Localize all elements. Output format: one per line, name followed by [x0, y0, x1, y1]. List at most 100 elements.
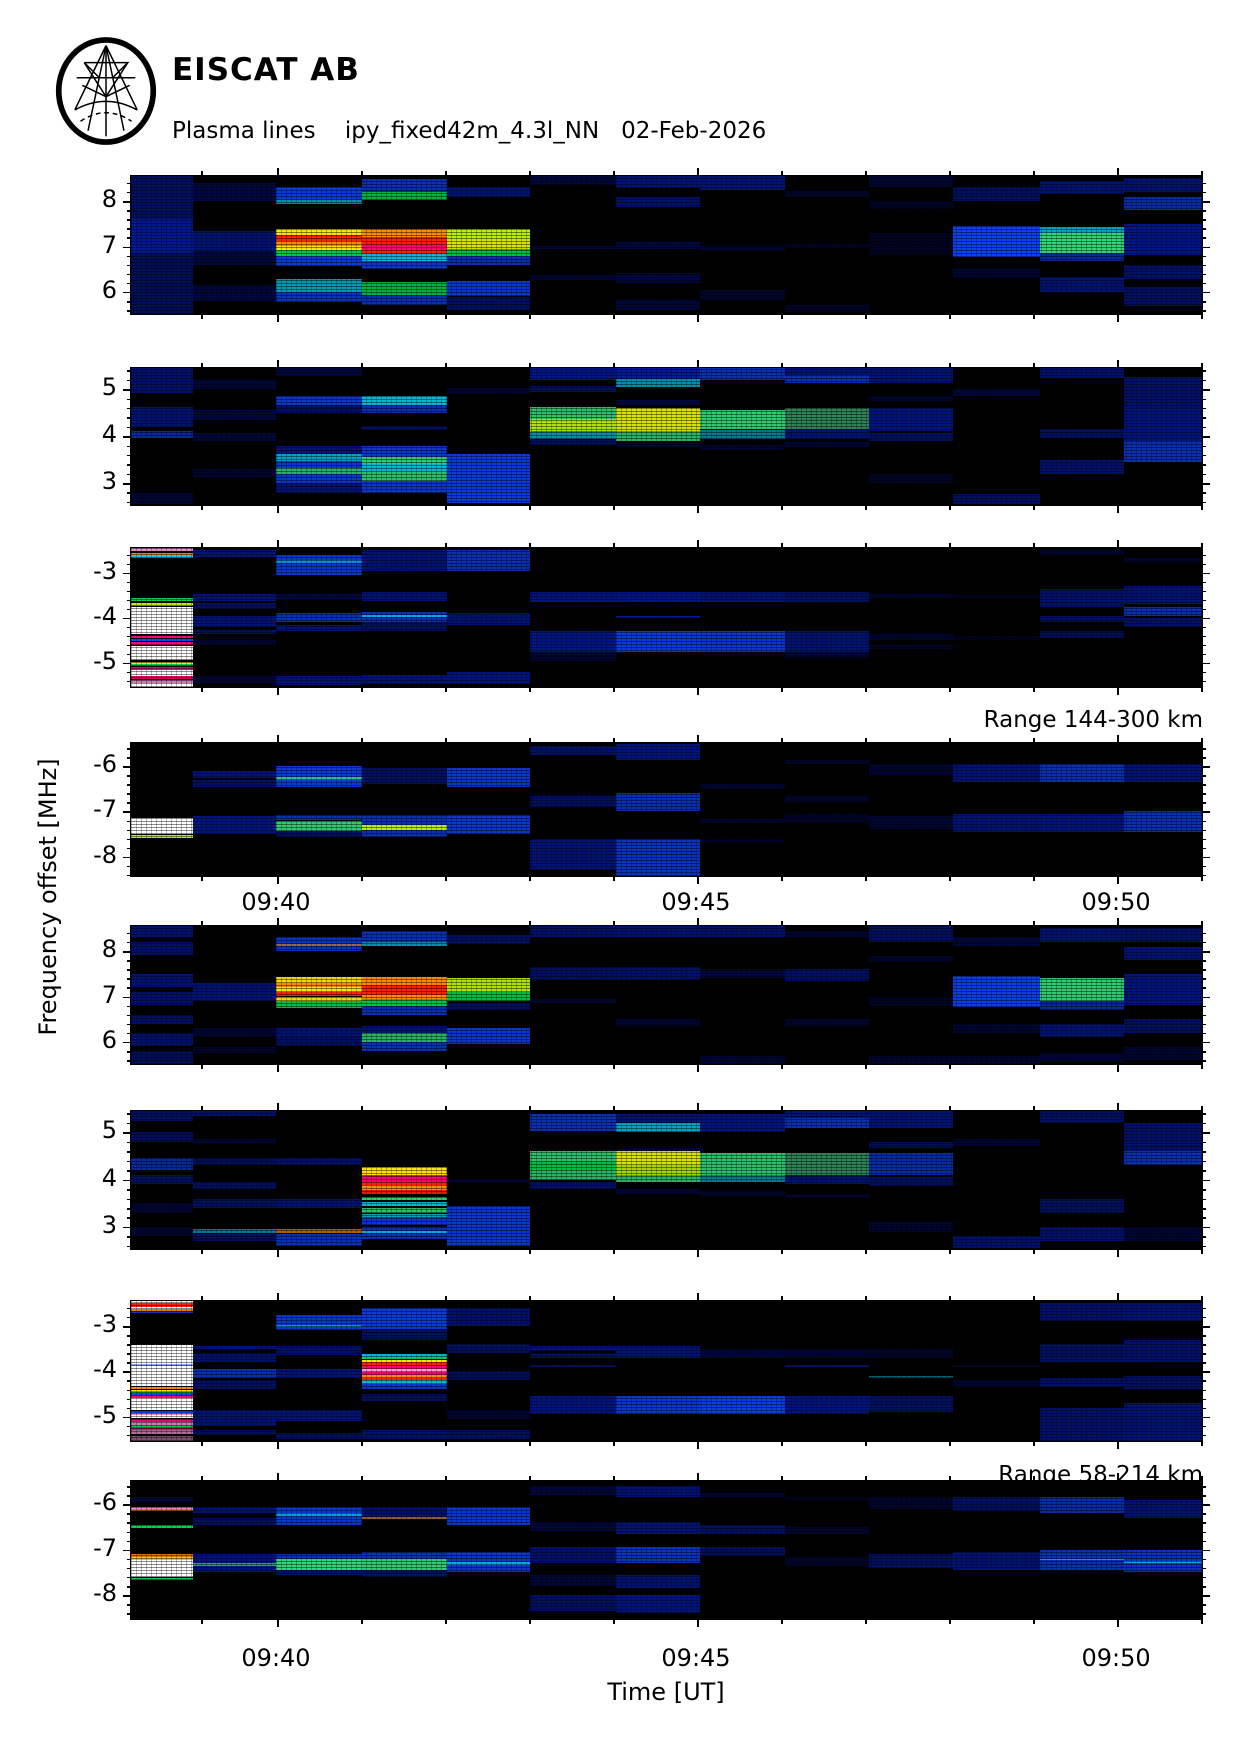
x-tick	[613, 687, 615, 692]
y-tick	[127, 282, 131, 285]
y-tick	[123, 246, 131, 249]
spectral-band	[193, 1111, 276, 1116]
spectral-band	[276, 200, 363, 204]
spectral-band	[869, 593, 953, 598]
spectral-band	[131, 607, 193, 634]
y-tick-label: -4	[93, 1355, 117, 1384]
spectral-band	[1124, 1549, 1202, 1573]
spectral-band	[276, 187, 363, 201]
y-tick-label: -5	[93, 646, 117, 675]
x-tick	[277, 168, 279, 176]
x-tick	[613, 876, 615, 881]
y-tick	[1202, 1051, 1206, 1053]
x-tick	[361, 543, 363, 548]
spectral-band	[276, 245, 363, 250]
spectral-band	[193, 982, 276, 1001]
spectral-band	[362, 941, 447, 947]
y-tick	[123, 1504, 131, 1506]
y-tick	[127, 563, 131, 566]
y-tick	[127, 635, 131, 638]
x-tick	[781, 1249, 783, 1254]
spectral-band	[1124, 928, 1202, 942]
spectral-band	[362, 550, 447, 571]
spectral-band	[131, 683, 193, 687]
x-tick	[949, 1441, 951, 1446]
spectral-band	[616, 1574, 700, 1589]
x-tick	[445, 687, 447, 692]
x-tick	[613, 1249, 615, 1254]
x-tick	[949, 363, 951, 368]
spectral-band	[785, 1111, 869, 1119]
x-tick	[781, 921, 783, 926]
y-tick	[1202, 951, 1210, 953]
spectral-band	[785, 652, 869, 659]
y-tick	[1202, 820, 1206, 823]
y-tick	[1202, 662, 1210, 665]
spectral-band	[193, 1139, 276, 1145]
spectral-band	[1040, 1023, 1124, 1038]
spectral-band	[131, 1426, 193, 1431]
y-tick	[1202, 1023, 1206, 1026]
y-tick	[1202, 608, 1206, 611]
x-tick	[529, 1441, 531, 1446]
spectral-band	[362, 1570, 447, 1577]
spectral-band	[131, 1032, 193, 1047]
y-tick	[1202, 426, 1206, 429]
spectral-band	[1124, 811, 1202, 833]
spectral-band	[530, 439, 616, 446]
spectral-band	[362, 1202, 447, 1207]
spectral-band	[785, 1365, 869, 1368]
y-tick	[1202, 581, 1206, 584]
spectral-band	[276, 982, 363, 988]
spectral-band	[131, 926, 193, 938]
y-tick	[127, 1486, 131, 1488]
y-tick	[1202, 436, 1210, 438]
spectral-band	[362, 591, 447, 601]
y-tick	[1202, 273, 1206, 276]
spectral-band	[131, 548, 193, 552]
x-tick	[201, 1249, 203, 1254]
spectral-band	[1040, 459, 1124, 474]
y-tick-label: -3	[93, 1310, 117, 1338]
spectral-band	[616, 1122, 700, 1133]
y-tick	[127, 301, 131, 303]
spectral-band	[530, 1574, 616, 1586]
y-tick-label: -8	[93, 840, 117, 869]
y-tick	[127, 492, 131, 494]
y-tick	[123, 572, 131, 575]
y-tick	[127, 1353, 131, 1355]
spectral-band	[193, 770, 276, 778]
y-tick	[127, 1434, 131, 1437]
x-tick	[445, 543, 447, 548]
spectral-band	[193, 1353, 276, 1363]
spectral-band	[530, 1595, 616, 1611]
x-tick	[1201, 1619, 1203, 1624]
time-tick-label: 09:40	[241, 888, 311, 916]
spectral-band	[276, 1369, 363, 1379]
spectral-band	[530, 274, 616, 281]
spectral-band	[1124, 973, 1202, 1006]
spectral-band	[616, 1346, 700, 1358]
x-tick	[1117, 1249, 1119, 1257]
spectral-band	[362, 481, 447, 494]
y-tick	[1202, 802, 1206, 804]
spectral-band	[362, 395, 447, 406]
spectral-band	[1124, 607, 1202, 616]
x-tick	[697, 168, 699, 176]
y-tick	[1202, 1558, 1206, 1561]
y-tick	[123, 1132, 131, 1134]
x-tick	[445, 876, 447, 881]
spectral-band	[869, 1348, 953, 1358]
x-tick	[277, 918, 279, 926]
y-tick-label: 7	[101, 230, 117, 259]
spectral-band	[953, 1055, 1040, 1064]
x-tick	[1117, 918, 1119, 926]
spectral-band	[1040, 928, 1124, 942]
spectral-band	[869, 926, 953, 942]
y-tick	[1202, 856, 1210, 859]
x-tick	[613, 738, 615, 743]
y-tick	[127, 1208, 131, 1210]
y-tick	[127, 987, 131, 989]
spectral-band	[616, 1151, 700, 1166]
y-tick	[127, 1122, 131, 1125]
